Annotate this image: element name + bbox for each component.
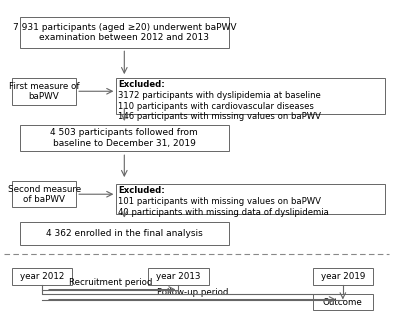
Text: 40 participants with missing data of dyslipidemia: 40 participants with missing data of dys… (118, 207, 329, 217)
FancyBboxPatch shape (116, 78, 385, 114)
Text: Excluded:: Excluded: (118, 80, 165, 89)
FancyBboxPatch shape (12, 268, 72, 285)
Text: 3172 participants with dyslipidemia at baseline: 3172 participants with dyslipidemia at b… (118, 91, 321, 100)
Text: year 2019: year 2019 (321, 272, 365, 281)
Text: First measure of
baPWV: First measure of baPWV (9, 81, 79, 101)
FancyBboxPatch shape (20, 17, 229, 48)
FancyBboxPatch shape (148, 268, 209, 285)
FancyBboxPatch shape (116, 184, 385, 214)
FancyBboxPatch shape (20, 125, 229, 151)
FancyBboxPatch shape (12, 181, 76, 207)
Text: Outcome: Outcome (323, 298, 363, 307)
Text: Second measure
of baPWV: Second measure of baPWV (8, 184, 81, 204)
FancyBboxPatch shape (20, 222, 229, 245)
FancyBboxPatch shape (12, 78, 76, 105)
Text: 7 931 participants (aged ≥20) underwent baPWV
examination between 2012 and 2013: 7 931 participants (aged ≥20) underwent … (12, 23, 236, 42)
Text: 110 participants with cardiovascular diseases: 110 participants with cardiovascular dis… (118, 101, 314, 110)
Text: year 2013: year 2013 (156, 272, 200, 281)
Text: 4 362 enrolled in the final analysis: 4 362 enrolled in the final analysis (46, 229, 203, 238)
FancyBboxPatch shape (313, 268, 373, 285)
Text: Excluded:: Excluded: (118, 187, 165, 195)
Text: 4 503 participants followed from
baseline to December 31, 2019: 4 503 participants followed from baselin… (51, 128, 198, 148)
FancyBboxPatch shape (313, 294, 373, 310)
Text: 101 participants with missing values on baPWV: 101 participants with missing values on … (118, 197, 321, 206)
Text: Recruitment period: Recruitment period (69, 278, 152, 287)
Text: year 2012: year 2012 (20, 272, 64, 281)
Text: 146 participants with missing values on baPWV: 146 participants with missing values on … (118, 112, 321, 121)
Text: Follow-up period: Follow-up period (157, 288, 228, 297)
